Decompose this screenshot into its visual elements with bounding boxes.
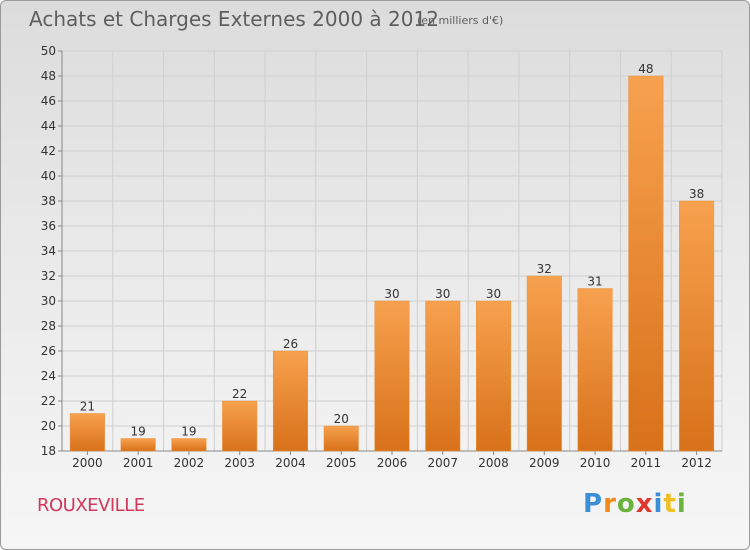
x-tick-label: 2009 — [529, 456, 560, 470]
y-tick-label: 34 — [41, 244, 56, 258]
bar — [628, 75, 664, 452]
bars — [69, 75, 715, 452]
y-tick-label: 24 — [41, 369, 56, 383]
bar — [69, 413, 105, 452]
y-tick-label: 44 — [41, 119, 56, 133]
logo-letter: P — [583, 489, 604, 519]
bar — [476, 300, 512, 452]
proxiti-logo: Proxiti — [583, 489, 687, 519]
y-tick-label: 26 — [41, 344, 56, 358]
x-tick-label: 2007 — [427, 456, 458, 470]
bar — [577, 288, 613, 452]
y-tick-label: 48 — [41, 69, 56, 83]
data-label: 19 — [181, 425, 196, 439]
y-tick-label: 32 — [41, 269, 56, 283]
chart-title: Achats et Charges Externes 2000 à 2012 — [29, 7, 439, 31]
x-tick-label: 2003 — [224, 456, 255, 470]
x-tick-label: 2011 — [631, 456, 662, 470]
bar — [374, 300, 410, 452]
logo-letter: x — [635, 489, 654, 519]
bar — [120, 438, 156, 452]
chart-subtitle: (en milliers d'€) — [417, 14, 504, 27]
data-label: 26 — [283, 337, 298, 351]
y-tick-label: 46 — [41, 94, 56, 108]
bar — [222, 400, 258, 452]
data-label: 22 — [232, 387, 247, 401]
x-tick-label: 2001 — [123, 456, 154, 470]
y-tick-label: 28 — [41, 319, 56, 333]
data-label: 30 — [486, 287, 501, 301]
y-tick-label: 38 — [41, 194, 56, 208]
data-label: 48 — [638, 62, 653, 76]
x-tick-label: 2006 — [377, 456, 408, 470]
logo-letter: r — [603, 489, 617, 519]
bar — [425, 300, 461, 452]
bar — [679, 200, 715, 452]
y-tick-label: 22 — [41, 394, 56, 408]
logo-letter: i — [676, 489, 687, 519]
data-label: 19 — [131, 425, 146, 439]
x-tick-label: 2012 — [681, 456, 712, 470]
data-label: 30 — [435, 287, 450, 301]
x-tick-label: 2010 — [580, 456, 611, 470]
y-tick-label: 42 — [41, 144, 56, 158]
logo-letter: t — [663, 489, 677, 519]
data-label: 21 — [80, 400, 95, 414]
data-label: 32 — [537, 262, 552, 276]
y-tick-label: 50 — [41, 44, 56, 58]
data-label: 30 — [384, 287, 399, 301]
logo-letter: o — [616, 489, 636, 519]
y-tick-label: 40 — [41, 169, 56, 183]
labels: 18 20 22 24 26 28 30 32 34 36 38 40 42 44 46 48 50 21 2000… — [41, 44, 712, 470]
bar — [323, 425, 359, 452]
bar — [272, 350, 308, 452]
commune-name: ROUXEVILLE — [37, 495, 145, 516]
x-tick-label: 2005 — [326, 456, 357, 470]
data-label: 38 — [689, 187, 704, 201]
bar — [526, 275, 562, 452]
x-tick-label: 2004 — [275, 456, 306, 470]
x-tick-label: 2000 — [72, 456, 103, 470]
y-tick-label: 36 — [41, 219, 56, 233]
data-label: 20 — [334, 412, 349, 426]
y-tick-label: 20 — [41, 419, 56, 433]
data-label: 31 — [587, 275, 602, 289]
y-tick-label: 30 — [41, 294, 56, 308]
x-tick-label: 2002 — [174, 456, 205, 470]
y-tick-label: 18 — [41, 444, 56, 458]
bar — [171, 438, 207, 452]
logo-letter: i — [653, 489, 664, 519]
x-tick-label: 2008 — [478, 456, 509, 470]
